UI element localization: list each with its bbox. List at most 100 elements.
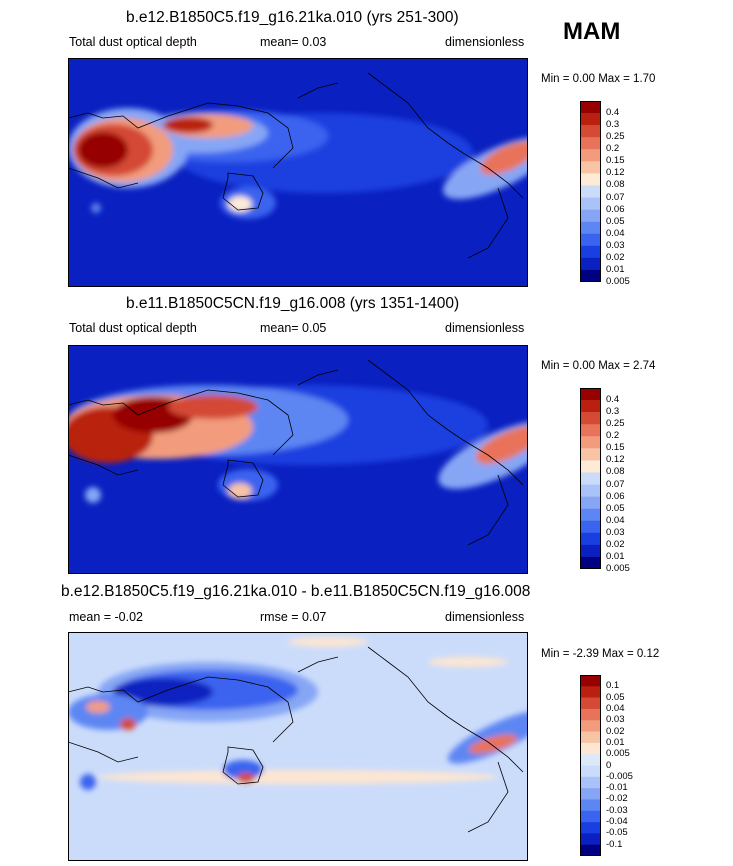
colorbar-swatch <box>580 388 601 401</box>
colorbar-swatch <box>580 245 601 259</box>
colorbar-tick-label: 0.01 <box>606 263 625 275</box>
colorbar-tick-label: -0.04 <box>606 816 628 828</box>
panel-2-mean: mean= 0.05 <box>260 321 327 335</box>
colorbar-swatch <box>580 742 601 755</box>
panel-1-mean: mean= 0.03 <box>260 35 327 49</box>
colorbar-tick-label: 0.06 <box>606 490 625 502</box>
colorbar-tick-label: -0.1 <box>606 838 623 850</box>
colorbar-tick-label: -0.005 <box>606 770 633 782</box>
colorbar-tick-label: 0.05 <box>606 215 625 227</box>
colorbar-swatch <box>580 686 601 698</box>
map-frame <box>68 58 528 287</box>
colorbar-swatch <box>580 708 601 721</box>
colorbar-tick-label: -0.05 <box>606 827 628 839</box>
colorbar-swatch <box>580 556 601 569</box>
colorbar-tick-label: 0.12 <box>606 167 625 179</box>
colorbar-swatch <box>580 532 601 546</box>
panel-1-map <box>68 58 528 287</box>
colorbar-swatch <box>580 675 601 687</box>
colorbar-frame <box>580 388 601 569</box>
colorbar-swatch <box>580 185 601 198</box>
colorbar-tick-label: 0.2 <box>606 143 620 155</box>
panel-1-colorbar-swatches <box>580 101 601 282</box>
panel-2-title: b.e11.B1850C5CN.f19_g16.008 (yrs 1351-14… <box>126 295 460 312</box>
colorbar-swatch <box>580 161 601 174</box>
panel-3-units: dimensionless <box>445 610 525 624</box>
colorbar-swatch <box>580 400 601 413</box>
colorbar-swatch <box>580 173 601 186</box>
colorbar-tick-label: 0.005 <box>606 276 630 287</box>
colorbar-tick-label: 0 <box>606 759 612 771</box>
colorbar-tick-label: 0.2 <box>606 430 620 442</box>
colorbar-tick-label: 0.1 <box>606 680 620 692</box>
colorbar-swatch <box>580 776 601 789</box>
colorbar-swatch <box>580 788 601 800</box>
colorbar-tick-label: 0.02 <box>606 725 625 737</box>
colorbar-swatch <box>580 731 601 744</box>
colorbar-tick-label: 0.3 <box>606 406 620 418</box>
panel-2-units: dimensionless <box>445 321 525 335</box>
colorbar-tick-label: 0.25 <box>606 418 625 430</box>
colorbar-swatch <box>580 472 601 485</box>
colorbar-tick-label: 0.04 <box>606 514 625 526</box>
panel-1-title: b.e12.B1850C5.f19_g16.21ka.010 (yrs 251-… <box>126 9 459 26</box>
colorbar-tick-label: 0.15 <box>606 155 625 167</box>
colorbar-tick-label: 0.06 <box>606 203 625 215</box>
colorbar-swatch <box>580 822 601 834</box>
panel-3-map <box>68 632 528 861</box>
colorbar-swatch <box>580 424 601 437</box>
panel-2-map <box>68 345 528 574</box>
colorbar-swatch <box>580 810 601 823</box>
panel-3-mean: mean = -0.02 <box>69 610 144 624</box>
colorbar-swatch <box>580 137 601 150</box>
season-label: MAM <box>563 18 621 45</box>
panel-3-colorbar-swatches <box>580 675 601 856</box>
colorbar-swatch <box>580 269 601 282</box>
colorbar-frame <box>580 675 601 856</box>
colorbar-swatch <box>580 544 601 558</box>
colorbar-tick-label: 0.07 <box>606 191 625 203</box>
colorbar-swatch <box>580 720 601 732</box>
colorbar-swatch <box>580 844 601 856</box>
colorbar-tick-label: 0.4 <box>606 107 620 119</box>
panel-2-variable-label: Total dust optical depth <box>69 321 197 335</box>
colorbar-tick-label: 0.4 <box>606 394 620 406</box>
colorbar-swatch <box>580 233 601 247</box>
colorbar-tick-label: 0.04 <box>606 702 625 714</box>
colorbar-tick-label: 0.05 <box>606 691 625 703</box>
colorbar-swatch <box>580 221 601 235</box>
colorbar-swatch <box>580 754 601 766</box>
colorbar-tick-label: 0.15 <box>606 442 625 454</box>
colorbar-swatch <box>580 496 601 509</box>
colorbar-swatch <box>580 484 601 497</box>
colorbar-tick-label: 0.3 <box>606 119 620 131</box>
map-frame <box>68 345 528 574</box>
panel-3-title: b.e12.B1850C5.f19_g16.21ka.010 - b.e11.B… <box>61 583 531 600</box>
colorbar-swatch <box>580 799 601 812</box>
colorbar-tick-label: 0.25 <box>606 131 625 143</box>
colorbar-swatch <box>580 508 601 522</box>
colorbar-tick-label: 0.02 <box>606 251 625 263</box>
panel-3-colorbar <box>580 675 601 856</box>
panel-1-units: dimensionless <box>445 35 525 49</box>
panel-2-colorbar-swatches <box>580 388 601 569</box>
colorbar-swatch <box>580 113 601 126</box>
panel-3-minmax: Min = -2.39 Max = 0.12 <box>541 648 660 660</box>
colorbar-tick-label: -0.01 <box>606 782 628 794</box>
colorbar-tick-label: -0.02 <box>606 793 628 805</box>
colorbar-tick-label: 0.05 <box>606 502 625 514</box>
colorbar-swatch <box>580 101 601 114</box>
colorbar-swatch <box>580 209 601 222</box>
colorbar-tick-label: 0.03 <box>606 526 625 538</box>
panel-1-colorbar <box>580 101 601 282</box>
colorbar-tick-label: 0.03 <box>606 239 625 251</box>
colorbar-tick-label: 0.08 <box>606 466 625 478</box>
colorbar-tick-label: 0.04 <box>606 227 625 239</box>
panel-1-variable-label: Total dust optical depth <box>69 35 197 49</box>
map-frame <box>68 632 528 861</box>
colorbar-swatch <box>580 436 601 449</box>
colorbar-tick-label: 0.12 <box>606 454 625 466</box>
panel-2-colorbar <box>580 388 601 569</box>
colorbar-tick-label: 0.03 <box>606 714 625 726</box>
colorbar-tick-label: 0.07 <box>606 478 625 490</box>
